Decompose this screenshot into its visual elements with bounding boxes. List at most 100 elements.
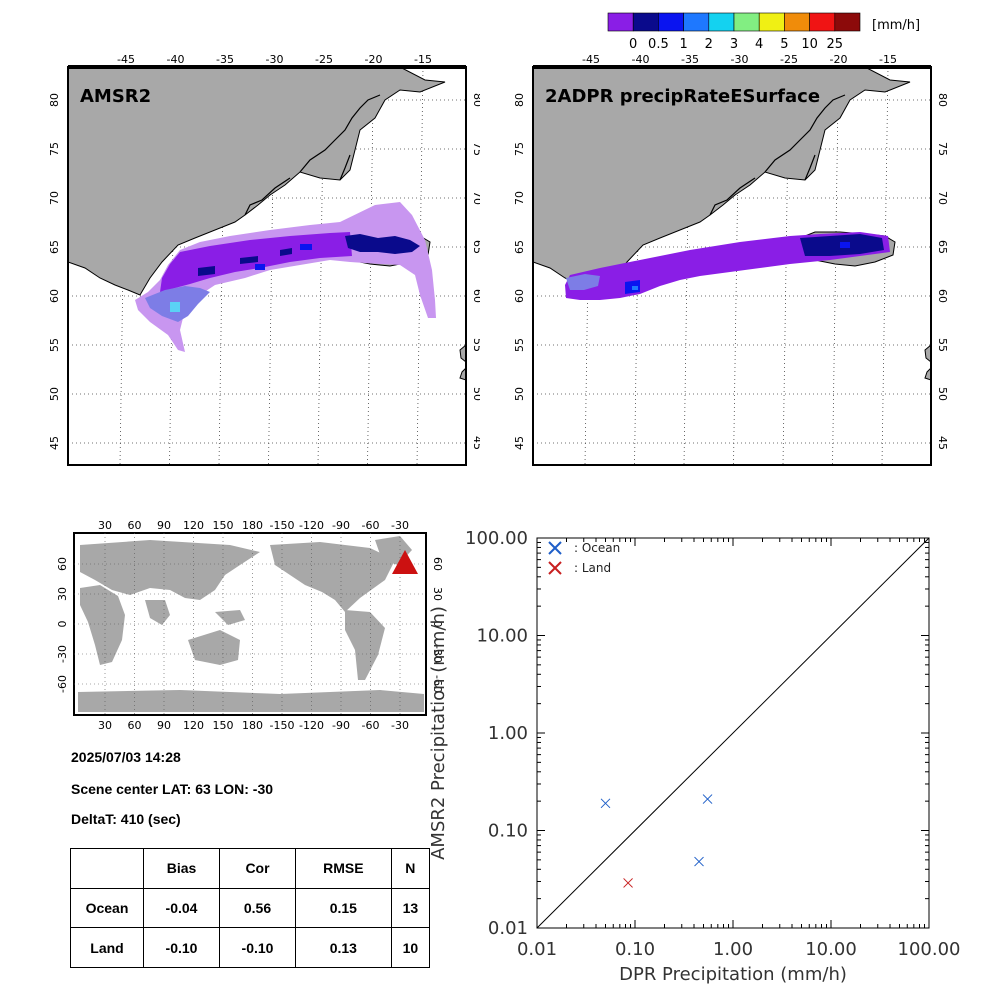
lon-tick-label: -25 — [315, 53, 333, 66]
colorbar: 0 0.5 1 2 3 4 5 10 25 [mm/h] — [607, 12, 920, 52]
header-cell: Bias — [143, 848, 220, 889]
lon-tick-label: 120 — [183, 519, 204, 532]
lon-tick-label: -40 — [167, 53, 185, 66]
table-cell: 10 — [390, 927, 431, 968]
lat-tick-label: 55 — [936, 338, 949, 352]
colorbar-swatch — [708, 12, 735, 32]
lon-tick-label: -60 — [362, 719, 380, 732]
lat-tick-label: 55 — [48, 338, 61, 352]
lon-tick-label: -150 — [270, 719, 295, 732]
map-dpr: -45-45-40-40-35-35-30-30-25-25-20-20-15-… — [513, 53, 949, 466]
lon-tick-label: -40 — [632, 53, 650, 66]
lat-tick-label: 65 — [471, 240, 480, 254]
colorbar-label: 3 — [730, 37, 738, 52]
scene-datetime: 2025/07/03 14:28 — [71, 749, 181, 765]
lat-tick-label: -60 — [431, 675, 444, 693]
lat-tick-label: 60 — [936, 289, 949, 303]
lon-tick-label: -120 — [299, 719, 324, 732]
lat-tick-label: 45 — [513, 436, 526, 450]
colorbar-swatch — [733, 12, 760, 32]
lat-tick-label: 75 — [513, 142, 526, 156]
lat-tick-label: 45 — [48, 436, 61, 450]
map-title: 2ADPR precipRateESurface — [545, 86, 820, 107]
lat-tick-label: 60 — [471, 289, 480, 303]
lat-tick-label: 60 — [513, 289, 526, 303]
legend-marker — [548, 541, 562, 555]
table-cell: -0.10 — [143, 927, 220, 968]
y-tick-label: 100.00 — [465, 528, 528, 549]
ocean-point — [694, 856, 704, 867]
colorbar-unit: [mm/h] — [872, 18, 920, 33]
colorbar-swatch — [758, 12, 785, 32]
colorbar-swatch — [658, 12, 684, 32]
lat-tick-label: 60 — [48, 289, 61, 303]
legend-label: : Land — [574, 561, 611, 575]
lon-tick-label: 120 — [183, 719, 204, 732]
lat-tick-label: 50 — [513, 387, 526, 401]
lon-tick-label: -30 — [391, 719, 409, 732]
lon-tick-label: -15 — [414, 53, 432, 66]
colorbar-label: 5 — [780, 37, 788, 52]
lat-tick-label: 80 — [513, 93, 526, 107]
lat-tick-label: 75 — [48, 142, 61, 156]
legend-marker — [548, 561, 562, 575]
map-axis-labels: -45-45-40-40-35-35-30-30-25-25-20-20-15-… — [513, 53, 949, 450]
table-cell: 0.13 — [295, 927, 392, 968]
scene-marker — [392, 550, 418, 574]
lat-tick-label: 50 — [48, 387, 61, 401]
lat-tick-label: 70 — [513, 191, 526, 205]
row-label: Ocean — [70, 887, 144, 929]
y-tick-label: 1.00 — [488, 723, 528, 744]
lat-tick-label: 30 — [431, 587, 444, 601]
lon-tick-label: -20 — [365, 53, 383, 66]
colorbar-label: 25 — [827, 37, 844, 52]
lat-tick-label: 50 — [936, 387, 949, 401]
scene-center: Scene center LAT: 63 LON: -30 — [71, 781, 274, 797]
lon-tick-label: -90 — [332, 519, 350, 532]
header-cell — [70, 848, 144, 889]
lon-tick-label: -120 — [299, 519, 324, 532]
lon-tick-label: -25 — [780, 53, 798, 66]
colorbar-label: 4 — [755, 37, 763, 52]
lon-tick-label: -45 — [582, 53, 600, 66]
lat-tick-label: 70 — [471, 191, 480, 205]
colorbar-label: 0 — [629, 37, 637, 52]
colorbar-swatch — [834, 12, 861, 32]
lat-tick-label: 75 — [936, 142, 949, 156]
colorbar-label: 2 — [705, 37, 713, 52]
lon-tick-label: -35 — [681, 53, 699, 66]
lat-tick-label: -30 — [431, 645, 444, 663]
table-cell: 0.56 — [219, 887, 296, 929]
lon-tick-label: -30 — [266, 53, 284, 66]
table-header-row: Bias Cor RMSE N — [70, 848, 431, 889]
colorbar-swatch — [784, 12, 810, 32]
x-tick-label: 0.10 — [615, 939, 655, 960]
map-amsr2: -45-45-40-40-35-35-30-30-25-25-20-20-15-… — [48, 53, 480, 466]
table-row: Ocean -0.04 0.56 0.15 13 — [70, 887, 431, 929]
table-cell: -0.10 — [219, 927, 296, 968]
legend-label: : Ocean — [574, 541, 620, 555]
lon-tick-label: -60 — [362, 519, 380, 532]
map-axis-labels: -45-45-40-40-35-35-30-30-25-25-20-20-15-… — [48, 53, 480, 450]
lon-tick-label: -15 — [879, 53, 897, 66]
x-tick-label: 100.00 — [898, 939, 961, 960]
lat-tick-label: 55 — [471, 338, 480, 352]
lat-tick-label: 55 — [513, 338, 526, 352]
table-cell: 0.15 — [295, 887, 392, 929]
x-tick-label: 1.00 — [713, 939, 753, 960]
colorbar-swatch — [809, 12, 836, 32]
greenland-landmass — [68, 67, 446, 296]
lon-tick-label: -90 — [332, 719, 350, 732]
colorbar-label: 0.5 — [648, 37, 669, 52]
one-to-one-line — [536, 537, 930, 929]
scotland-coast — [924, 344, 931, 381]
lat-tick-label: 0 — [56, 621, 69, 628]
map-title: AMSR2 — [80, 86, 151, 107]
land-point — [623, 878, 633, 888]
x-tick-label: 0.01 — [517, 939, 557, 960]
lon-tick-label: 60 — [128, 519, 142, 532]
coastline-detail — [244, 94, 381, 216]
amsr2-precip-field — [135, 202, 436, 352]
x-axis-label: DPR Precipitation (mm/h) — [619, 964, 847, 985]
lat-tick-label: 65 — [513, 240, 526, 254]
